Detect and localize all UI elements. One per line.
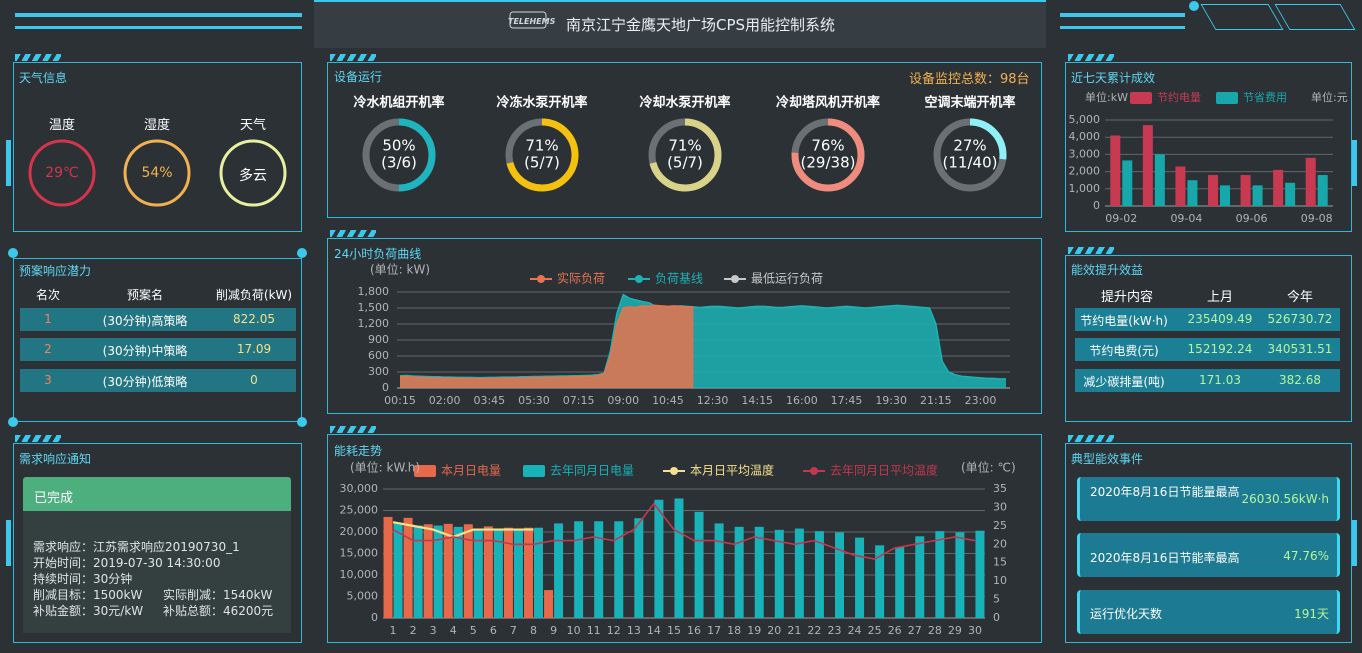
- weather-panel: [13, 62, 302, 232]
- panel-tag: [1068, 247, 1114, 254]
- notice-line: 需求响应：江苏需求响应20190730_1: [33, 540, 240, 554]
- cell: 节约电费(元): [1089, 344, 1159, 358]
- equipment-panel: [327, 62, 1042, 218]
- notice-box: [23, 511, 291, 633]
- event-value: 26030.56kW·h: [1241, 492, 1330, 506]
- efficiency-panel: [1065, 255, 1352, 422]
- panel-tag: [15, 54, 61, 61]
- nav-button[interactable]: [1200, 4, 1284, 30]
- event-box: [1077, 533, 1340, 577]
- cell: (30分钟)低策略: [102, 375, 188, 389]
- notice-line: 实际削减：1540kW: [163, 588, 273, 602]
- top-deco: [1060, 26, 1185, 29]
- cell: 340531.51: [1267, 342, 1333, 356]
- weather-label: 温度: [48, 118, 76, 133]
- nav-button[interactable]: [1274, 4, 1356, 30]
- notice-line: 削减目标：1500kW: [33, 588, 143, 602]
- cell: 171.03: [1199, 373, 1241, 387]
- weather-value: 54%: [141, 165, 173, 181]
- notice-line: 持续时间：30分钟: [33, 572, 133, 586]
- status: 已完成: [34, 491, 74, 506]
- cell: 526730.72: [1267, 312, 1333, 326]
- weather-value: 多云: [239, 168, 267, 184]
- side-deco: [6, 520, 11, 566]
- dot: [297, 248, 307, 258]
- events-panel: [1065, 443, 1352, 643]
- plan-panel: [13, 258, 302, 422]
- panel-title: 天气信息: [19, 71, 68, 85]
- side-deco: [1352, 520, 1357, 566]
- event-text: 运行优化天数: [1090, 607, 1163, 621]
- energy-panel: [327, 434, 1042, 643]
- cell: 235409.49: [1187, 312, 1253, 326]
- event-value: 47.76%: [1283, 549, 1329, 563]
- weather-value: 29℃: [45, 165, 79, 181]
- weather-label: 天气: [239, 118, 267, 133]
- panel-title: 近七天累计成效: [1071, 71, 1156, 85]
- cell: 1: [44, 312, 52, 326]
- cell: 17.09: [236, 342, 272, 356]
- panel-title: 预案响应潜力: [19, 264, 92, 278]
- cell: 减少碳排量(吨): [1083, 375, 1165, 389]
- panel-title: 能效提升效益: [1071, 263, 1144, 277]
- load-panel: [327, 238, 1042, 414]
- panel-tag: [15, 435, 61, 442]
- notice-line: 补贴总额：46200元: [163, 604, 274, 618]
- cell: 382.68: [1279, 373, 1321, 387]
- weather-label: 湿度: [143, 118, 171, 133]
- event-text: 2020年8月16日节能量最高: [1090, 485, 1240, 499]
- event-box: [1077, 590, 1340, 634]
- panel-tag: [330, 54, 376, 61]
- cell: (30分钟)中策略: [102, 344, 188, 358]
- side-deco: [6, 140, 11, 186]
- top-deco: [15, 13, 302, 17]
- cell: 0: [250, 373, 258, 387]
- notice-line: 补贴金额：30元/kW: [33, 604, 144, 618]
- cell: 2: [44, 342, 52, 356]
- table-row: [20, 308, 296, 331]
- panel-tag: [330, 230, 376, 237]
- cell: 822.05: [233, 312, 275, 326]
- top-deco: [1060, 13, 1185, 17]
- logo: TELEHEMS: [508, 17, 556, 26]
- seven-panel: [1065, 62, 1352, 232]
- table-header: 预案名: [126, 288, 164, 302]
- notice-panel: [13, 443, 302, 643]
- panel-title: 24小时负荷曲线: [334, 247, 422, 261]
- header-title: 南京江宁金鹰天地广场CPS用能控制系统: [566, 16, 836, 34]
- table-header: 名次: [35, 288, 61, 302]
- notice-line: 开始时间：2019-07-30 14:30:00: [33, 556, 221, 570]
- cell: 3: [44, 373, 52, 387]
- event-value: 191天: [1294, 607, 1329, 621]
- panel-title: 需求响应通知: [19, 452, 92, 466]
- panel-title: 能耗走势: [334, 444, 383, 458]
- table-row: [1075, 308, 1340, 331]
- dot: [8, 248, 18, 258]
- top-deco: [15, 26, 302, 29]
- table-header: 削减负荷(kW): [215, 288, 293, 302]
- table-row: [20, 338, 296, 361]
- panel-tag: [1068, 435, 1114, 442]
- panel-title: 设备运行: [334, 70, 383, 84]
- table-header: 上月: [1206, 290, 1234, 305]
- device-total: 设备监控总数：98台: [909, 72, 1030, 87]
- cell: 152192.24: [1187, 342, 1253, 356]
- event-text: 2020年8月16日节能率最高: [1090, 551, 1240, 565]
- table-row: [1075, 369, 1340, 392]
- table-header: 提升内容: [1100, 290, 1154, 305]
- table-row: [1075, 338, 1340, 361]
- dot: [1189, 1, 1199, 11]
- panel-title: 典型能效事件: [1071, 452, 1144, 466]
- table-header: 今年: [1286, 290, 1314, 305]
- panel-tag: [1068, 54, 1114, 61]
- panel-tag: [330, 426, 376, 433]
- header-bar: [314, 0, 1046, 48]
- table-row: [20, 369, 296, 392]
- status-bar: [23, 477, 291, 511]
- cell: 节约电量(kW·h): [1080, 314, 1168, 328]
- cell: (30分钟)高策略: [102, 314, 188, 328]
- side-deco: [1352, 140, 1357, 186]
- event-box: [1077, 477, 1340, 521]
